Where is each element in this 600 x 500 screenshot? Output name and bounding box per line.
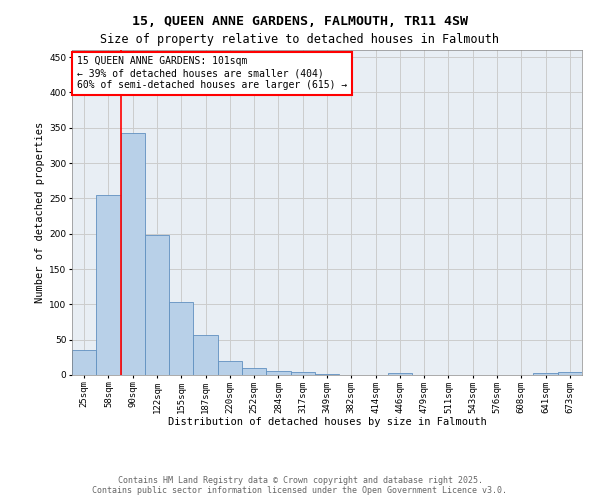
Bar <box>169 302 193 375</box>
Bar <box>290 372 315 375</box>
Bar <box>242 368 266 375</box>
Bar <box>218 361 242 375</box>
Bar <box>145 235 169 375</box>
Text: 15 QUEEN ANNE GARDENS: 101sqm
← 39% of detached houses are smaller (404)
60% of : 15 QUEEN ANNE GARDENS: 101sqm ← 39% of d… <box>77 56 347 90</box>
X-axis label: Distribution of detached houses by size in Falmouth: Distribution of detached houses by size … <box>167 417 487 427</box>
Bar <box>96 195 121 375</box>
Bar <box>533 373 558 375</box>
Text: Contains HM Land Registry data © Crown copyright and database right 2025.
Contai: Contains HM Land Registry data © Crown c… <box>92 476 508 495</box>
Text: 15, QUEEN ANNE GARDENS, FALMOUTH, TR11 4SW: 15, QUEEN ANNE GARDENS, FALMOUTH, TR11 4… <box>132 15 468 28</box>
Y-axis label: Number of detached properties: Number of detached properties <box>35 122 45 303</box>
Bar <box>193 334 218 375</box>
Bar <box>72 350 96 375</box>
Bar <box>388 373 412 375</box>
Bar <box>266 371 290 375</box>
Bar <box>558 372 582 375</box>
Text: Size of property relative to detached houses in Falmouth: Size of property relative to detached ho… <box>101 32 499 46</box>
Bar <box>121 132 145 375</box>
Bar <box>315 374 339 375</box>
